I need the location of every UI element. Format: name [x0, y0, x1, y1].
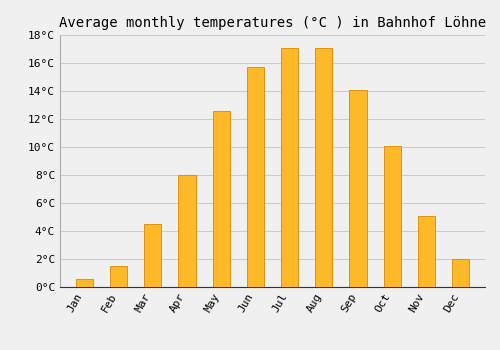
Bar	[76, 279, 93, 287]
Bar	[178, 175, 196, 287]
Bar	[281, 48, 298, 287]
Bar	[247, 67, 264, 287]
Bar	[110, 266, 127, 287]
Bar	[144, 224, 162, 287]
Bar	[350, 90, 366, 287]
Bar	[316, 48, 332, 287]
Bar	[452, 259, 469, 287]
Bar	[212, 111, 230, 287]
Bar	[384, 146, 401, 287]
Bar	[418, 216, 435, 287]
Title: Average monthly temperatures (°C ) in Bahnhof Löhne: Average monthly temperatures (°C ) in Ba…	[59, 16, 486, 30]
